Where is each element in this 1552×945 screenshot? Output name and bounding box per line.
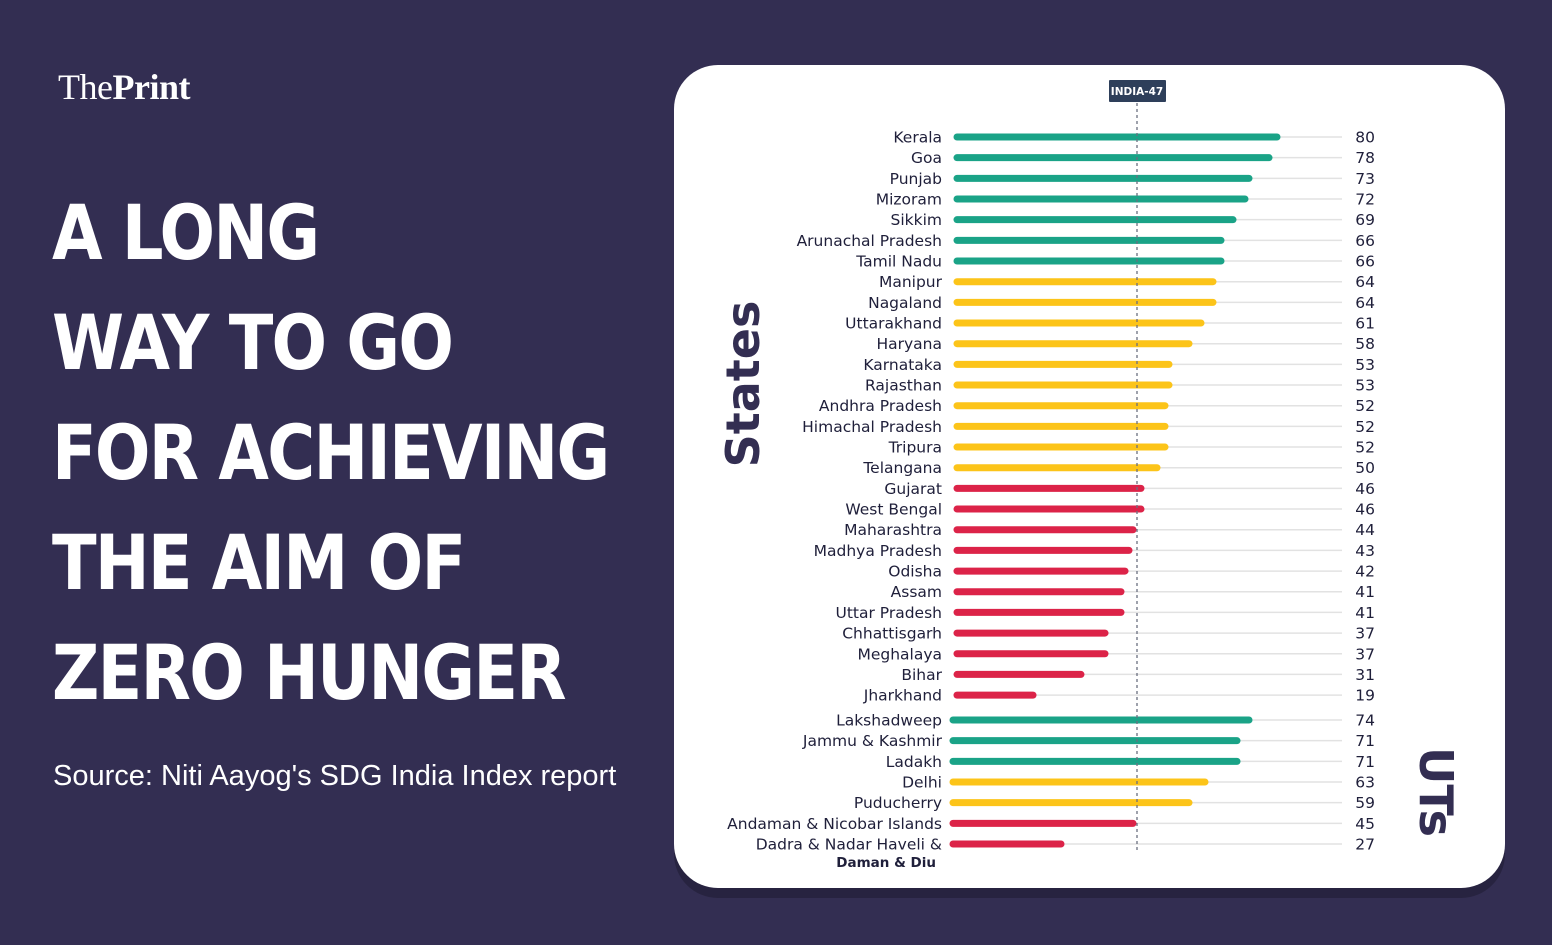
data-label: 19 (1355, 687, 1375, 705)
category-label: Meghalaya (857, 645, 942, 663)
category-label: Ladakh (886, 753, 942, 771)
data-label: 69 (1355, 211, 1375, 229)
group-label-states: States (716, 301, 770, 468)
category-label: Jharkhand (863, 687, 942, 705)
category-label: Karnataka (863, 356, 942, 374)
data-label: 27 (1355, 836, 1375, 854)
category-label: Lakshadweep (836, 712, 942, 730)
data-label: 80 (1355, 129, 1375, 147)
category-label-line2: Daman & Diu (836, 855, 936, 871)
category-label: Rajasthan (865, 377, 942, 395)
category-label: Sikkim (890, 211, 942, 229)
data-label: 73 (1355, 170, 1375, 188)
category-label: Maharashtra (844, 521, 942, 539)
data-label: 44 (1355, 521, 1375, 539)
data-label: 66 (1355, 232, 1375, 250)
category-label: Jammu & Kashmir (802, 732, 943, 750)
data-label: 58 (1355, 335, 1375, 353)
category-label: Punjab (890, 170, 942, 188)
data-label: 53 (1355, 377, 1375, 395)
bar-chart: Kerala 80 Goa 78 Punjab 73 Mizoram 72 Sikkim 69 Ar… (716, 80, 1463, 871)
category-label: Andhra Pradesh (819, 397, 942, 415)
category-label: Delhi (902, 774, 942, 792)
data-label: 52 (1355, 418, 1375, 436)
category-label: Chhattisgarh (842, 625, 942, 643)
data-label: 78 (1355, 149, 1375, 167)
category-label: Kerala (893, 129, 942, 147)
data-label: 41 (1355, 583, 1375, 601)
data-label: 46 (1355, 480, 1375, 498)
data-label: 74 (1355, 712, 1375, 730)
category-label: Haryana (876, 335, 942, 353)
category-label: Puducherry (854, 794, 942, 812)
data-label: 71 (1355, 732, 1375, 750)
category-label: Bihar (901, 666, 942, 684)
logo-bold-text: Print (112, 67, 190, 107)
category-label: Tamil Nadu (855, 253, 942, 271)
data-label: 45 (1355, 815, 1375, 833)
category-label: Manipur (879, 273, 943, 291)
chart-card: Kerala 80 Goa 78 Punjab 73 Mizoram 72 Sikkim 69 Ar… (674, 65, 1505, 888)
data-label: 61 (1355, 315, 1375, 333)
source-note: Source: Niti Aayog's SDG India Index rep… (53, 760, 617, 792)
data-label: 64 (1355, 294, 1375, 312)
data-label: 43 (1355, 542, 1375, 560)
reference-label: INDIA-47 (1111, 86, 1163, 98)
category-label: Assam (891, 583, 942, 601)
category-label: Odisha (888, 563, 942, 581)
headline-line-2: WAY TO GO (52, 298, 454, 387)
category-label: West Bengal (845, 501, 942, 519)
category-label: Andaman & Nicobar Islands (727, 815, 942, 833)
logo-light-text: The (58, 67, 113, 107)
category-label: Himachal Pradesh (802, 418, 942, 436)
data-label: 37 (1355, 645, 1375, 663)
data-label: 42 (1355, 563, 1375, 581)
data-label: 46 (1355, 501, 1375, 519)
category-label: Mizoram (876, 191, 942, 209)
headline-line-4: THE AIM OF (52, 518, 466, 607)
category-label: Uttarakhand (845, 315, 942, 333)
data-label: 64 (1355, 273, 1375, 291)
category-label: Madhya Pradesh (814, 542, 942, 560)
data-label: 52 (1355, 397, 1375, 415)
category-label: Arunachal Pradesh (797, 232, 942, 250)
category-label: Gujarat (884, 480, 942, 498)
reference-label-box (1109, 80, 1166, 102)
category-label: Dadra & Nadar Haveli & (756, 836, 942, 854)
data-label: 50 (1355, 459, 1375, 477)
data-label: 53 (1355, 356, 1375, 374)
headline-line-5: ZERO HUNGER (52, 628, 567, 717)
data-label: 66 (1355, 253, 1375, 271)
category-label: Uttar Pradesh (835, 604, 942, 622)
data-label: 37 (1355, 625, 1375, 643)
data-label: 71 (1355, 753, 1375, 771)
data-label: 63 (1355, 774, 1375, 792)
data-label: 52 (1355, 439, 1375, 457)
headline-line-3: FOR ACHIEVING (52, 408, 610, 497)
category-label: Tripura (888, 439, 942, 457)
group-label-uts: UTs (1409, 747, 1463, 837)
data-label: 41 (1355, 604, 1375, 622)
data-label: 72 (1355, 191, 1375, 209)
headline: A LONG WAY TO GO FOR ACHIEVING THE AIM O… (52, 178, 610, 728)
headline-line-1: A LONG (52, 188, 320, 277)
category-label: Goa (911, 149, 942, 167)
data-label: 31 (1355, 666, 1375, 684)
data-label: 59 (1355, 794, 1375, 812)
category-label: Nagaland (868, 294, 942, 312)
theprint-logo: ThePrint (58, 66, 190, 108)
category-label: Telangana (862, 459, 942, 477)
